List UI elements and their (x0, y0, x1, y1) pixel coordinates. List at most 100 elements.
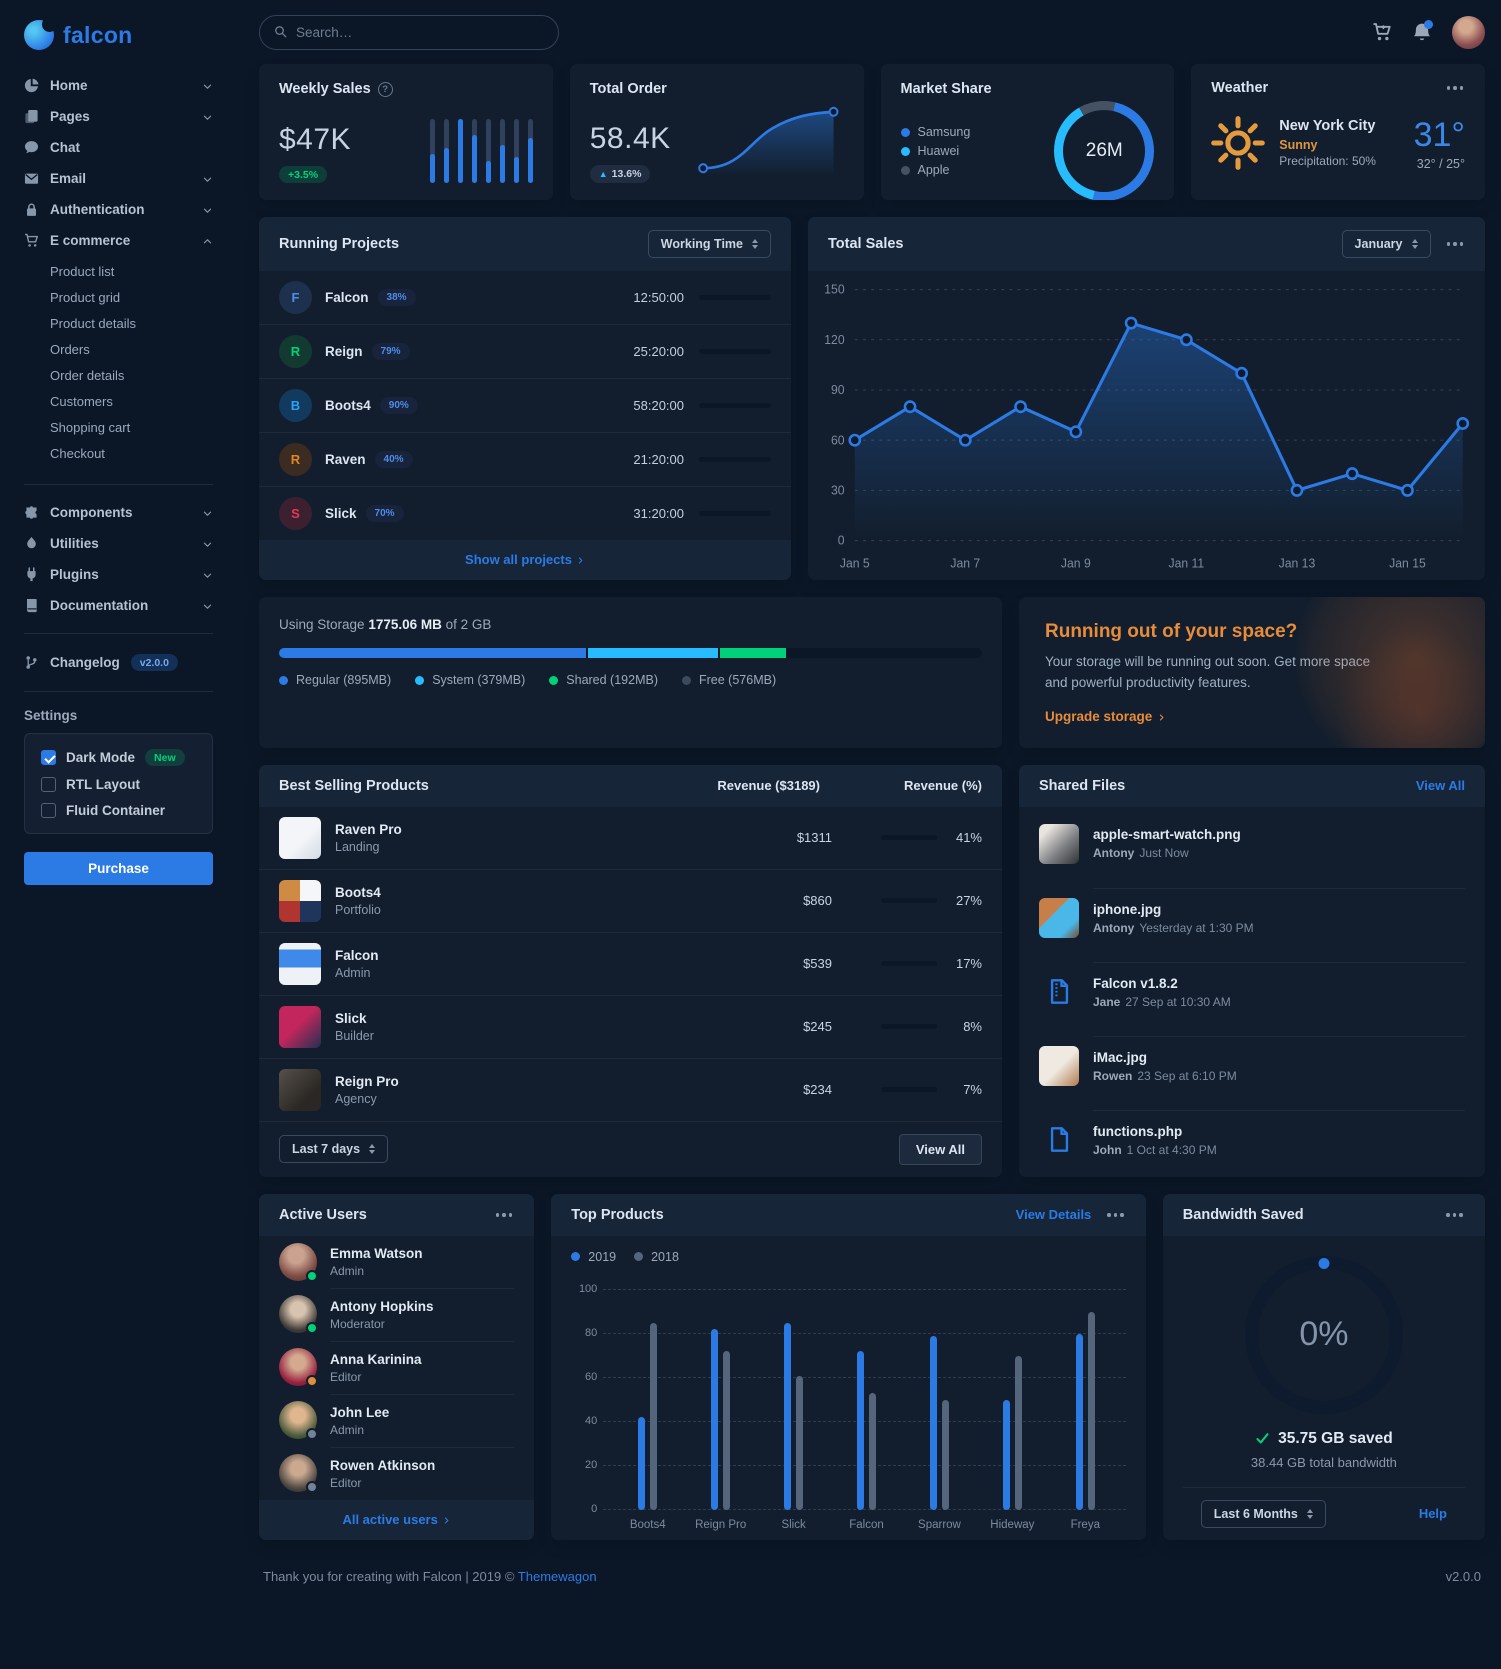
sidebar-subitem-product-list[interactable]: Product list (50, 263, 115, 279)
sidebar-item-email[interactable]: Email (24, 163, 213, 194)
more-menu-icon[interactable] (1445, 237, 1466, 251)
chart-pie-icon (24, 78, 39, 93)
project-name[interactable]: Boots4 (325, 398, 371, 413)
project-percent-badge: 70% (365, 505, 404, 522)
help-icon[interactable]: ? (377, 81, 393, 97)
product-name[interactable]: Boots4 (335, 884, 381, 900)
settings-option-fluid-container[interactable]: Fluid Container (41, 803, 196, 818)
user-avatar (279, 1401, 318, 1441)
sidebar-subitem-checkout[interactable]: Checkout (50, 445, 105, 461)
sort-carets-icon (1307, 1509, 1313, 1519)
project-name[interactable]: Raven (325, 452, 366, 467)
sidebar-subitem-orders[interactable]: Orders (50, 341, 90, 357)
last-7-days-select[interactable]: Last 7 days (279, 1135, 389, 1164)
shared-files-title: Shared Files (1039, 777, 1126, 794)
more-menu-icon[interactable] (1444, 1208, 1465, 1222)
bandwidth-total: 38.44 GB total bandwidth (1250, 1454, 1397, 1470)
notification-dot (1424, 20, 1433, 29)
bar-2019 (929, 1336, 937, 1510)
project-name[interactable]: Falcon (325, 290, 369, 305)
svg-text:0: 0 (838, 534, 845, 548)
svg-text:Jan 13: Jan 13 (1279, 556, 1316, 570)
file-name[interactable]: functions.php (1093, 1123, 1183, 1139)
project-progress-bar (699, 457, 771, 462)
product-row-reign-pro: Reign Pro Agency $234 7% (259, 1057, 1002, 1121)
chevron-right-icon (576, 552, 585, 567)
sidebar-item-documentation[interactable]: Documentation (24, 590, 213, 621)
product-name[interactable]: Raven Pro (335, 821, 402, 837)
more-menu-icon[interactable] (494, 1208, 515, 1222)
sidebar-item-plugins[interactable]: Plugins (24, 559, 213, 590)
chev-down-icon (203, 115, 212, 120)
project-name[interactable]: Slick (325, 506, 357, 521)
storage-legend: Regular (895MB) System (379MB) Shared (192… (279, 673, 982, 687)
total-sales-card: Total Sales January 0 30 60 90 120 150 Jan 5 Ja… (808, 217, 1485, 580)
checkbox[interactable] (41, 777, 56, 792)
sidebar-subitem-customers[interactable]: Customers (50, 393, 113, 409)
sidebar-subitem-shopping-cart[interactable]: Shopping cart (50, 419, 131, 435)
sidebar-subitem-order-details[interactable]: Order details (50, 367, 125, 383)
sidebar-item-pages[interactable]: Pages (24, 101, 213, 132)
file-name[interactable]: iphone.jpg (1093, 901, 1162, 917)
sidebar-item-components[interactable]: Components (24, 497, 213, 528)
project-name[interactable]: Reign (325, 344, 363, 359)
all-active-users-link[interactable]: All active users (342, 1512, 450, 1527)
shopping-cart-icon[interactable] (1372, 22, 1392, 42)
checkbox[interactable] (41, 803, 56, 818)
sidebar-item-home[interactable]: Home (24, 70, 213, 101)
sidebar-subitem-product-details[interactable]: Product details (50, 315, 136, 331)
market-share-donut-chart: 26M (1054, 101, 1155, 200)
file-name[interactable]: apple-smart-watch.png (1093, 827, 1241, 843)
sidebar-item-utilities[interactable]: Utilities (24, 528, 213, 559)
user-avatar[interactable] (1452, 15, 1485, 49)
product-row-slick: Slick Builder $245 8% (259, 994, 1002, 1058)
settings-option-dark-mode[interactable]: Dark Mode New (41, 749, 196, 766)
product-name[interactable]: Falcon (335, 947, 379, 963)
chart-gridline: 40 (585, 1415, 1126, 1427)
legend-dot-icon (634, 1252, 644, 1262)
view-details-link[interactable]: View Details (1015, 1207, 1092, 1223)
bar-2018 (723, 1351, 731, 1510)
weekly-sales-title: Weekly Sales (279, 81, 371, 97)
file-name[interactable]: Falcon v1.8.2 (1093, 975, 1178, 991)
product-name[interactable]: Slick (335, 1010, 367, 1026)
more-menu-icon[interactable] (1105, 1208, 1126, 1222)
weather-title: Weather (1211, 80, 1269, 96)
page-footer: Thank you for creating with Falcon | 201… (259, 1561, 1485, 1612)
bar-2019 (638, 1417, 646, 1510)
sidebar-item-changelog[interactable]: Changelog v2.0.0 (24, 646, 213, 679)
help-link[interactable]: Help (1418, 1506, 1447, 1522)
changelog-label: Changelog (50, 655, 120, 670)
purchase-button[interactable]: Purchase (24, 852, 213, 885)
file-thumbnail (1039, 897, 1079, 938)
shared-files-view-all-link[interactable]: View All (1415, 778, 1465, 794)
working-time-select[interactable]: Working Time (647, 230, 771, 258)
settings-option-rtl-layout[interactable]: RTL Layout (41, 777, 196, 792)
product-name[interactable]: Reign Pro (335, 1073, 399, 1089)
sun-icon (1211, 116, 1266, 170)
bar-2019 (857, 1351, 865, 1510)
month-select[interactable]: January (1341, 230, 1431, 258)
search-input[interactable] (296, 24, 544, 40)
sidebar-item-authentication[interactable]: Authentication (24, 194, 213, 225)
show-all-projects-link[interactable]: Show all projects (465, 552, 585, 567)
more-menu-icon[interactable] (1445, 81, 1466, 95)
legend-item-2018[interactable]: 2018 (634, 1250, 679, 1264)
notifications-bell-icon[interactable] (1412, 20, 1433, 42)
view-all-button[interactable]: View All (898, 1133, 982, 1165)
file-name[interactable]: iMac.jpg (1093, 1049, 1148, 1065)
checkbox[interactable] (41, 750, 56, 765)
sidebar-item-e-commerce[interactable]: E commerce (24, 225, 213, 256)
shared-files-card: Shared Files View All apple-smart-watch.… (1019, 764, 1485, 1177)
last-6-months-select[interactable]: Last 6 Months (1200, 1499, 1326, 1528)
sidebar-item-chat[interactable]: Chat (24, 132, 213, 163)
weekly-sales-card: Weekly Sales ? $47K +3.5% (259, 64, 553, 200)
revenue-column-header: Revenue ($3189) (717, 778, 820, 794)
sidebar-subitem-product-grid[interactable]: Product grid (50, 289, 121, 305)
upgrade-storage-link[interactable]: Upgrade storage (1045, 709, 1459, 724)
themewagon-link[interactable]: Themewagon (517, 1568, 597, 1584)
legend-item-2019[interactable]: 2019 (571, 1250, 616, 1264)
x-tick-label: Hideway (990, 1518, 1035, 1531)
chevron-right-icon (442, 1512, 451, 1527)
brand-logo[interactable]: falcon (24, 12, 213, 70)
